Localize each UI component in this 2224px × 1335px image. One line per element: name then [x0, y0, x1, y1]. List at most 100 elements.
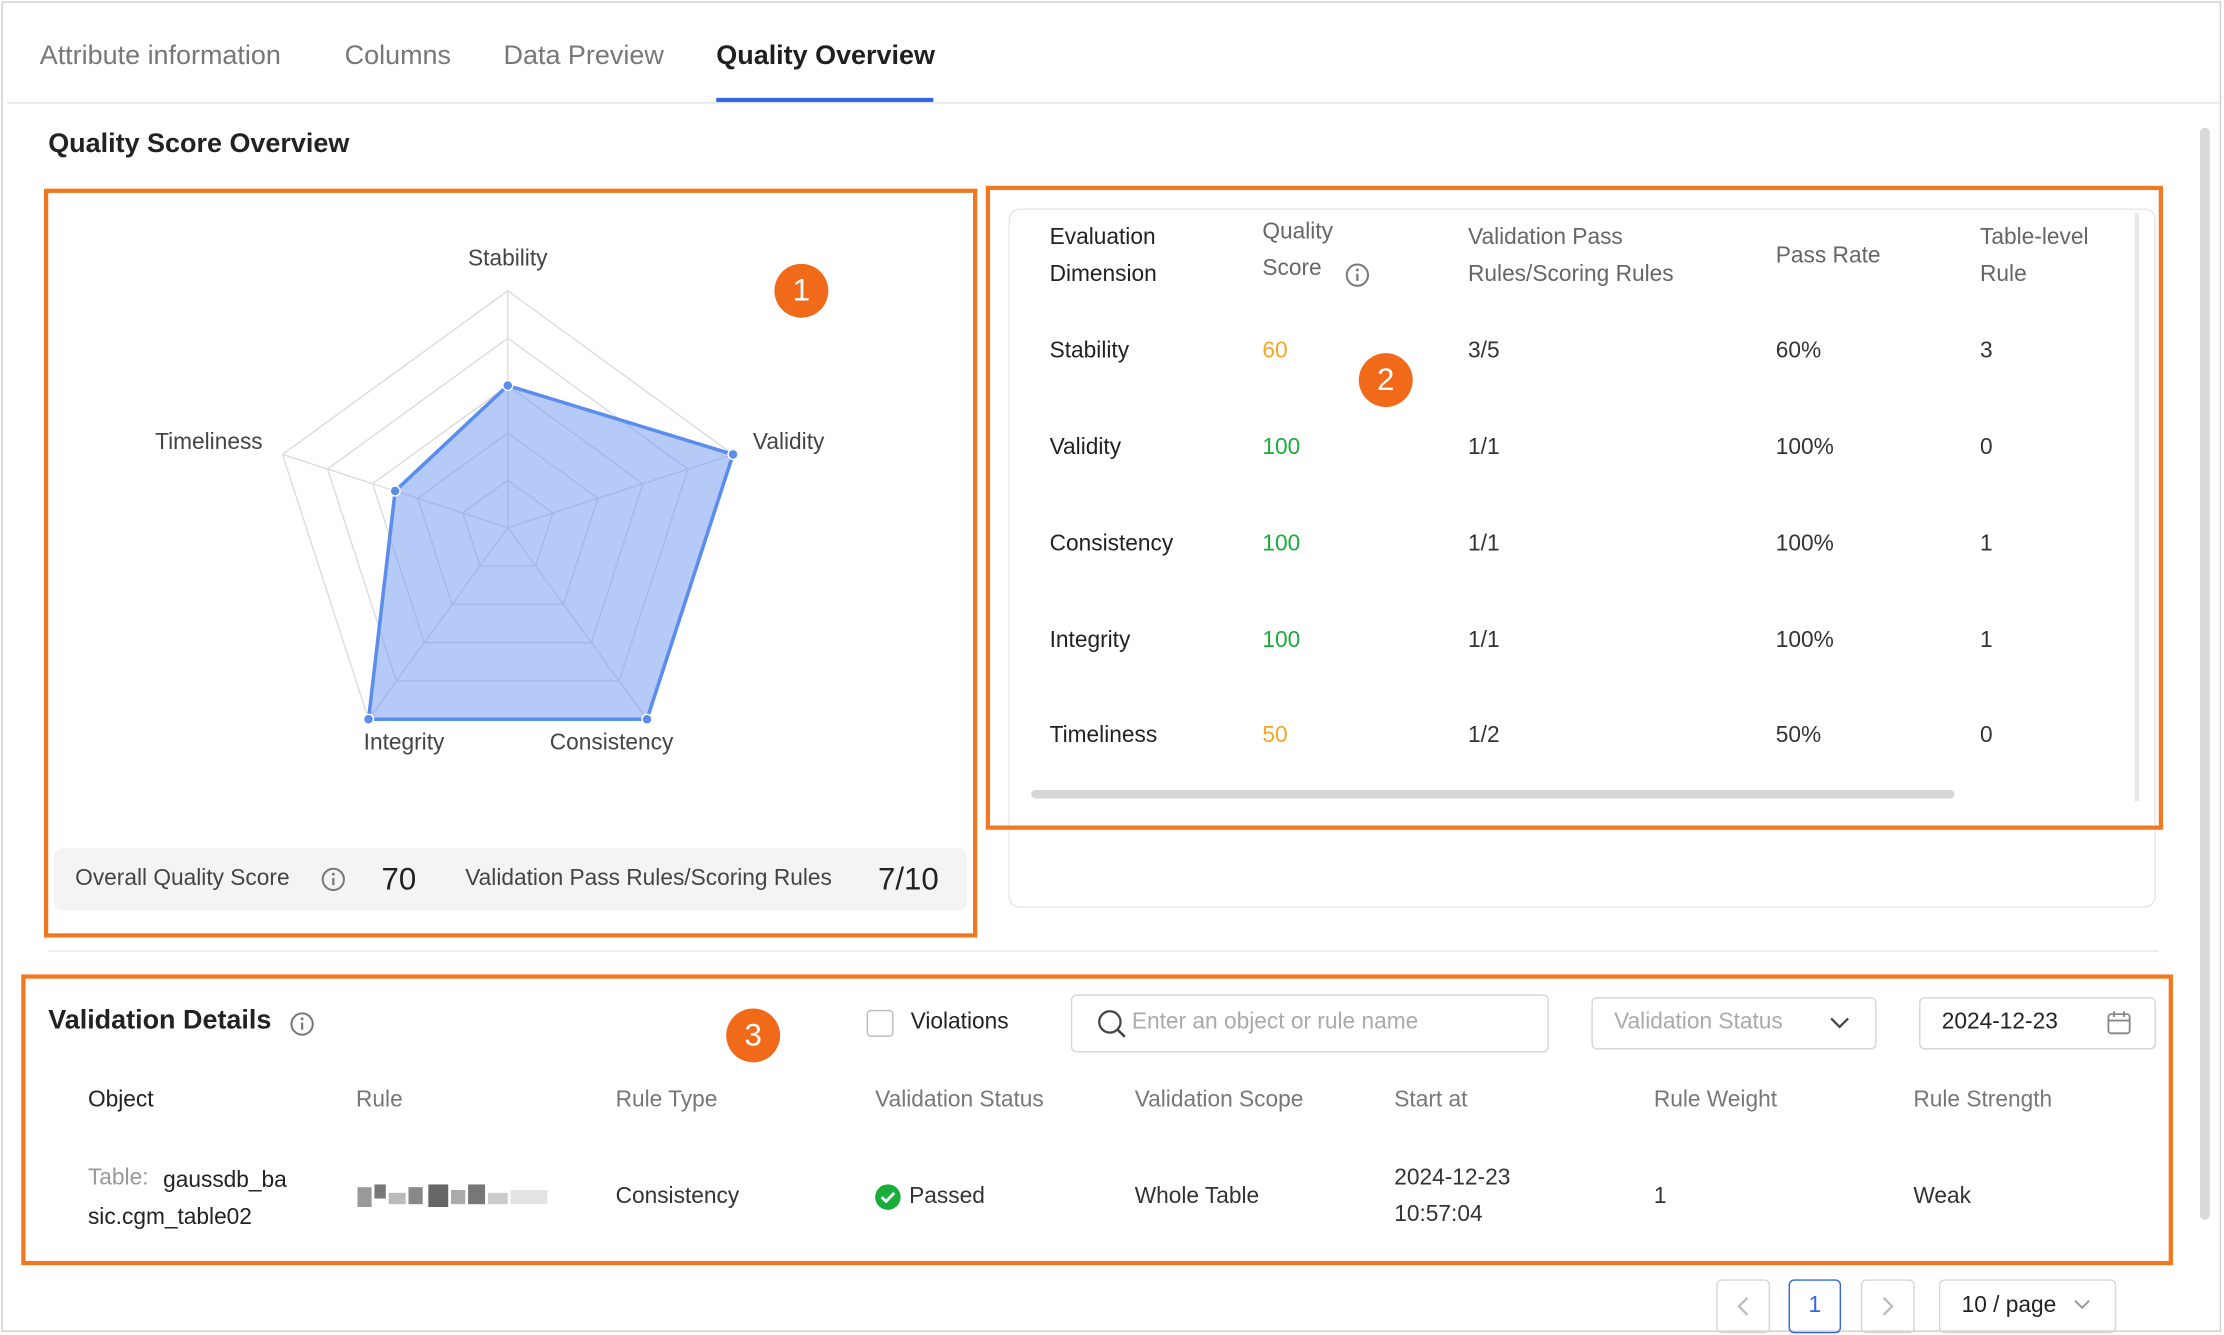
pass-rules: 1/1: [1468, 628, 1500, 653]
checkbox-label[interactable]: Violations: [910, 1009, 1009, 1034]
radar-point: [641, 713, 653, 725]
table-header: Validation Pass Rules/Scoring Rules: [1468, 225, 1674, 287]
page-button[interactable]: [1788, 1279, 1842, 1334]
prev-page[interactable]: [1716, 1279, 1771, 1334]
table-header: Pass Rate: [1775, 243, 1881, 269]
calendar-icon: [2107, 1011, 2131, 1035]
tab-underline: [716, 97, 934, 103]
search-placeholder: Enter an object or rule name: [1131, 1009, 1419, 1034]
table-header: Start at: [1394, 1087, 1468, 1113]
radar-label: Consistency: [550, 728, 674, 754]
radar-label: Integrity: [364, 728, 445, 754]
blurred-rule: [357, 1184, 548, 1208]
radar-point: [502, 379, 514, 392]
section-title: Quality Score Overview: [48, 129, 350, 159]
radar-point: [727, 448, 739, 461]
section-title: Validation Details: [48, 1005, 272, 1036]
scrollbar[interactable]: [2199, 127, 2210, 1220]
search-input[interactable]: [1070, 994, 1549, 1053]
summary-bar: [53, 848, 968, 911]
date-picker[interactable]: [1919, 997, 2156, 1050]
radar-label: Timeliness: [155, 428, 263, 454]
next-page[interactable]: [1860, 1279, 1915, 1334]
summary-value: 7/10: [877, 860, 939, 897]
quality-score: 50: [1262, 723, 1288, 748]
status-select[interactable]: [1591, 997, 1877, 1050]
radar-label: Validity: [753, 428, 825, 454]
table-header: Rule: [356, 1087, 403, 1113]
dimension: Stability: [1049, 338, 1130, 364]
summary-value: 70: [381, 860, 417, 897]
table-header: Rule Strength: [1913, 1087, 2053, 1113]
table-header: Quality Score: [1262, 219, 1333, 281]
quality-score: 100: [1262, 628, 1301, 653]
table-rule: 1: [1980, 531, 1993, 557]
annotation-badge: 2: [1358, 353, 1413, 408]
annotation-badge: 3: [726, 1008, 781, 1063]
highlight-box: [985, 185, 2164, 830]
chevron: [1830, 1017, 1849, 1029]
radar-label: Stability: [468, 245, 548, 271]
table-rule: 1: [1980, 628, 1993, 653]
page-number: 1: [1808, 1293, 1822, 1318]
pass-rules: 1/2: [1468, 723, 1500, 748]
chevron: [1737, 1297, 1749, 1316]
radar-area: [366, 383, 736, 722]
info-icon[interactable]: [321, 867, 347, 893]
tab-divider: [7, 102, 2220, 104]
tab[interactable]: Attribute information: [39, 41, 281, 71]
select-placeholder: Validation Status: [1614, 1009, 1783, 1034]
quality-score: 60: [1262, 338, 1288, 364]
table-header: Object: [87, 1087, 154, 1113]
search-icon: [1098, 1010, 1126, 1038]
date-value: 2024-12-23: [1941, 1009, 2058, 1034]
highlight-box: [21, 974, 2173, 1266]
h-scrollbar[interactable]: [1031, 790, 1955, 799]
start-time: 2024-12-23 10:57:04: [1394, 1165, 1511, 1227]
object-prefix: Table:: [87, 1165, 149, 1191]
summary-label: Overall Quality Score: [75, 866, 290, 891]
tab[interactable]: Columns: [344, 41, 452, 71]
rule-type: Consistency: [615, 1184, 740, 1209]
v-scrollbar[interactable]: [2134, 212, 2139, 802]
passed-icon: [875, 1184, 901, 1210]
status: Passed: [909, 1184, 985, 1209]
checkbox[interactable]: [866, 1009, 894, 1037]
table-card: [1008, 208, 2156, 908]
highlight-box: [43, 188, 978, 938]
summary-label: Validation Pass Rules/Scoring Rules: [465, 866, 832, 891]
pass-rate: 100%: [1775, 531, 1834, 557]
scope: Whole Table: [1134, 1184, 1260, 1209]
dimension: Consistency: [1049, 531, 1174, 557]
table-header: Rule Weight: [1653, 1087, 1778, 1113]
table-header: Rule Type: [615, 1087, 718, 1113]
pass-rate: 60%: [1775, 338, 1822, 364]
dimension: Validity: [1049, 435, 1122, 460]
page-size-select[interactable]: [1938, 1279, 2117, 1334]
page-size: 10 / page: [1961, 1293, 2057, 1318]
radar-point: [389, 485, 401, 497]
strength: Weak: [1913, 1184, 1971, 1209]
table-header: Evaluation Dimension: [1049, 225, 1157, 287]
radar-point: [362, 713, 375, 725]
quality-score: 100: [1262, 435, 1301, 460]
weight: 1: [1653, 1184, 1667, 1209]
dimension: Integrity: [1049, 628, 1131, 653]
tab[interactable]: Data Preview: [503, 41, 664, 71]
table-header: Validation Status: [875, 1087, 1044, 1113]
table-rule: 0: [1980, 723, 1993, 748]
info-icon[interactable]: [289, 1011, 315, 1037]
chevron: [1882, 1297, 1894, 1316]
table-header: Validation Scope: [1134, 1087, 1304, 1113]
tab-active[interactable]: Quality Overview: [716, 41, 935, 71]
pass-rate: 100%: [1775, 628, 1834, 653]
quality-score: 100: [1262, 531, 1301, 557]
table-header: Table-level Rule: [1980, 225, 2089, 287]
radar-chart: Stability Validity Consistency Integrity Tim…: [155, 245, 825, 755]
info-icon[interactable]: [1345, 262, 1371, 288]
pass-rules: 3/5: [1468, 338, 1500, 364]
chevron: [2074, 1299, 2090, 1310]
pass-rules: 1/1: [1468, 531, 1500, 557]
